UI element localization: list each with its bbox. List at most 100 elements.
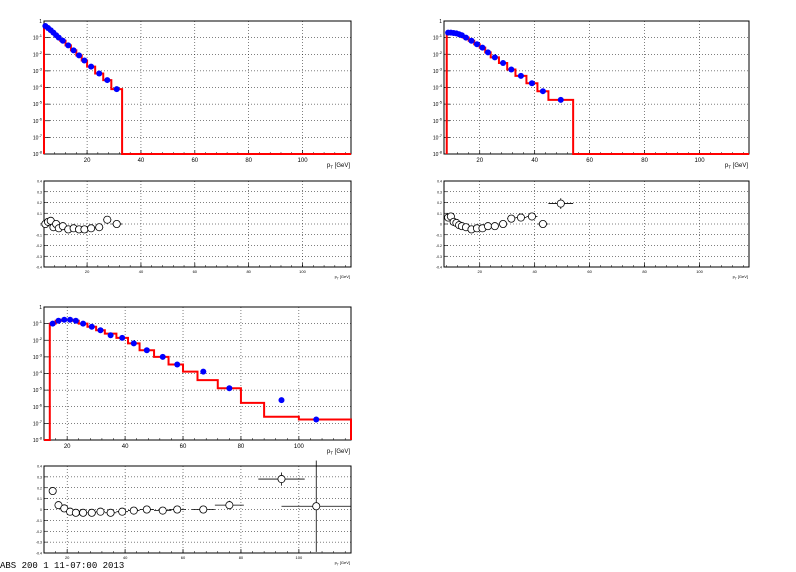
y-tick-label: 10-8 (433, 150, 443, 159)
data-point (130, 340, 137, 347)
data-point (143, 347, 150, 354)
y-tick-label: -0.2 (36, 244, 42, 248)
data-point (55, 317, 62, 324)
x-tick-label: 100 (695, 158, 706, 164)
data-point (200, 368, 207, 375)
data-point (479, 44, 486, 51)
ratio-point (87, 224, 96, 233)
y-tick-label: 10-6 (433, 116, 443, 125)
y-tick-label: 10-6 (33, 116, 43, 125)
ratio-point (556, 199, 565, 208)
y-tick-label: -0.3 (36, 541, 42, 545)
y-tick-label: 10-8 (33, 150, 43, 159)
data-point (462, 34, 469, 41)
x-tick-label: 20 (65, 555, 70, 560)
data-point (313, 416, 320, 423)
data-point (55, 34, 62, 41)
y-tick-label: 10-4 (433, 83, 443, 92)
y-tick-label: 0.4 (37, 465, 42, 469)
y-tick-label: 10-2 (33, 50, 43, 59)
x-tick-label: 60 (586, 158, 593, 164)
data-point (70, 47, 77, 54)
y-tick-label: -0.1 (36, 233, 42, 237)
y-tick-label: 10-1 (33, 33, 43, 42)
x-tick-label: 40 (531, 158, 538, 164)
data-point (468, 37, 475, 44)
y-tick-label: 10-8 (33, 436, 43, 445)
x-tick-label: 80 (239, 555, 244, 560)
x-tick-label: 60 (193, 269, 198, 274)
data-point (59, 37, 66, 44)
ratio-point (490, 222, 499, 231)
ratio-point (71, 508, 80, 517)
ratio-point (516, 213, 525, 222)
y-tick-label: 0.3 (37, 190, 42, 194)
y-tick-label: 10-5 (33, 386, 43, 395)
x-tick-label: 100 (296, 555, 303, 560)
x-tick-label: 20 (64, 444, 71, 450)
y-tick-label: -0.4 (36, 552, 42, 556)
data-point (508, 66, 515, 73)
x-axis-label: pT [GeV] (733, 274, 748, 281)
data-point (159, 353, 166, 360)
y-tick-label: -0.1 (436, 233, 442, 237)
y-tick-label: 0.1 (437, 212, 442, 216)
x-tick-label: 20 (84, 158, 91, 164)
ratio-point (106, 508, 115, 517)
x-tick-label: 40 (532, 269, 537, 274)
y-tick-label: 0.2 (37, 201, 42, 205)
ratio-2-panel: 20 40 60 80 100 -0.4 -0.3 -0.2 -0.1 0 0.1 0.2 0.3 0.4… (436, 180, 750, 281)
x-tick-label: 60 (180, 444, 187, 450)
y-tick-label: 10-5 (33, 100, 43, 109)
x-tick-label: 60 (191, 158, 198, 164)
y-tick-label: 10-7 (33, 419, 43, 428)
ratio-point (112, 219, 121, 228)
x-tick-label: 80 (245, 158, 252, 164)
y-tick-label: 0.4 (437, 180, 442, 184)
data-point (107, 332, 114, 339)
spectrum-2-panel: 20 40 60 80 100 1 10-1 10-2 10-3 10-4 10-5 10-6 10-7… (433, 19, 750, 170)
data-point (484, 49, 491, 56)
x-axis-label: pT [GeV] (327, 163, 350, 170)
data-point (473, 41, 480, 48)
ratio-point (48, 487, 57, 496)
x-tick-label: 20 (477, 269, 482, 274)
x-axis-label: pT [GeV] (327, 449, 350, 456)
y-tick-label: 10-6 (33, 402, 43, 411)
y-tick-label: -0.3 (36, 255, 42, 259)
data-point (174, 361, 181, 368)
y-tick-label: -0.4 (36, 266, 42, 270)
data-point (49, 320, 56, 327)
y-tick-label: 10-3 (33, 352, 43, 361)
ratio-point (80, 225, 89, 234)
ratio-point (483, 222, 492, 231)
ratio-point (527, 212, 536, 221)
x-tick-label: 40 (123, 555, 128, 560)
x-tick-label: 40 (138, 158, 145, 164)
y-tick-label: 0 (440, 223, 442, 227)
y-tick-label: 10-1 (33, 319, 43, 328)
data-point (113, 86, 120, 93)
x-tick-label: 100 (298, 158, 309, 164)
data-point (104, 77, 111, 84)
data-point (226, 385, 233, 392)
y-tick-label: 0.3 (437, 190, 442, 194)
y-tick-label: 1 (439, 19, 442, 25)
data-point (67, 316, 74, 323)
data-point (557, 96, 564, 103)
ratio-point (118, 507, 127, 516)
ratio-point (87, 508, 96, 517)
y-tick-label: 0 (40, 508, 42, 512)
x-tick-label: 40 (139, 269, 144, 274)
ratio-point (96, 507, 105, 516)
x-tick-label: 100 (299, 269, 306, 274)
y-tick-label: 0 (40, 223, 42, 227)
y-tick-label: -0.4 (436, 266, 442, 270)
y-tick-label: 10-4 (33, 369, 43, 378)
y-tick-label: 10-4 (33, 83, 43, 92)
y-tick-label: -0.2 (436, 244, 442, 248)
ratio-point (95, 223, 104, 232)
x-tick-label: 20 (85, 269, 90, 274)
ratio-3-panel: 20 40 60 80 100 -0.4 -0.3 -0.2 -0.1 0 0.1 0.2 0.3 0.4… (36, 460, 352, 567)
